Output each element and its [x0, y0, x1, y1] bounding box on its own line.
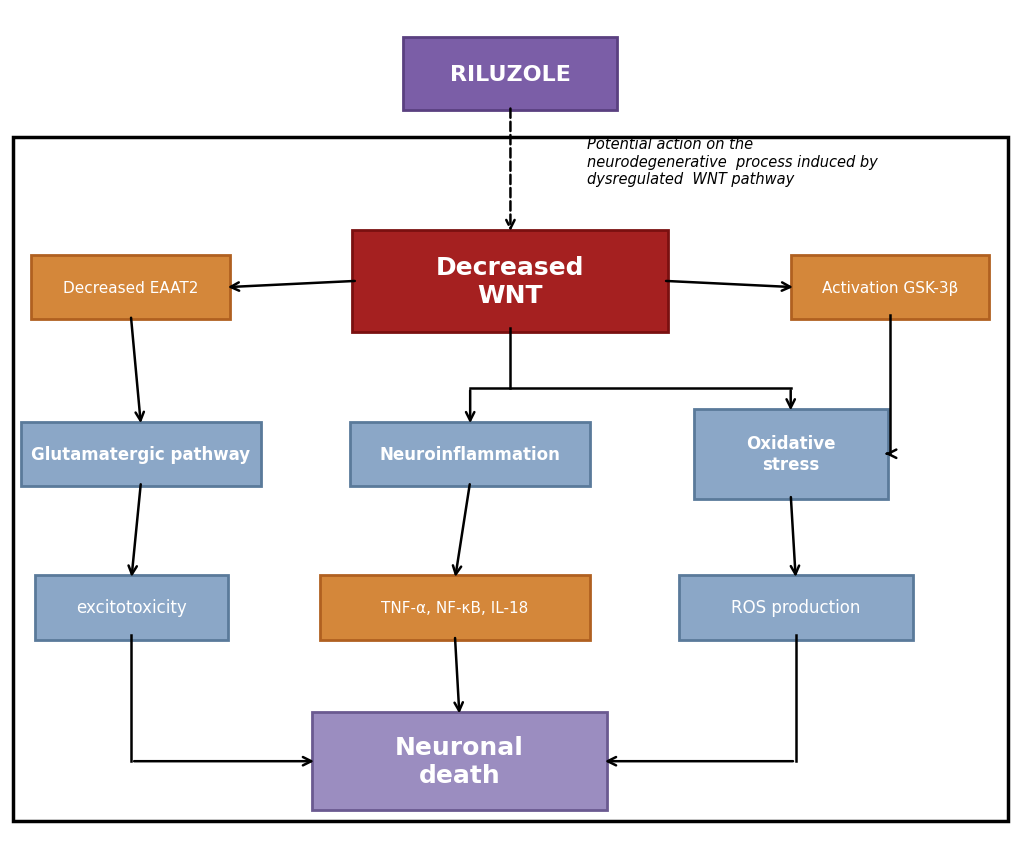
- Text: Neuronal
death: Neuronal death: [394, 735, 524, 787]
- FancyBboxPatch shape: [320, 576, 589, 640]
- Text: Oxidative
stress: Oxidative stress: [745, 435, 835, 473]
- FancyBboxPatch shape: [353, 230, 667, 333]
- Text: TNF-α, NF-κB, IL-18: TNF-α, NF-κB, IL-18: [381, 601, 528, 615]
- FancyBboxPatch shape: [13, 138, 1007, 821]
- FancyBboxPatch shape: [790, 256, 988, 320]
- Text: ROS production: ROS production: [731, 599, 860, 617]
- FancyBboxPatch shape: [32, 256, 230, 320]
- Text: Neuroinflammation: Neuroinflammation: [379, 445, 560, 463]
- Text: Decreased
WNT: Decreased WNT: [436, 256, 584, 307]
- Text: excitotoxicity: excitotoxicity: [75, 599, 186, 617]
- FancyBboxPatch shape: [351, 422, 589, 486]
- Text: Glutamatergic pathway: Glutamatergic pathway: [32, 445, 251, 463]
- Text: Activation GSK-3β: Activation GSK-3β: [821, 281, 957, 295]
- Text: RILUZOLE: RILUZOLE: [449, 65, 571, 84]
- Text: Potential action on the
neurodegenerative  process induced by
dysregulated  WNT : Potential action on the neurodegenerativ…: [586, 137, 876, 187]
- FancyBboxPatch shape: [312, 712, 606, 810]
- FancyBboxPatch shape: [35, 576, 228, 640]
- Text: Decreased EAAT2: Decreased EAAT2: [63, 281, 199, 295]
- FancyBboxPatch shape: [404, 38, 616, 111]
- FancyBboxPatch shape: [21, 422, 261, 486]
- FancyBboxPatch shape: [678, 576, 912, 640]
- FancyBboxPatch shape: [693, 409, 887, 499]
